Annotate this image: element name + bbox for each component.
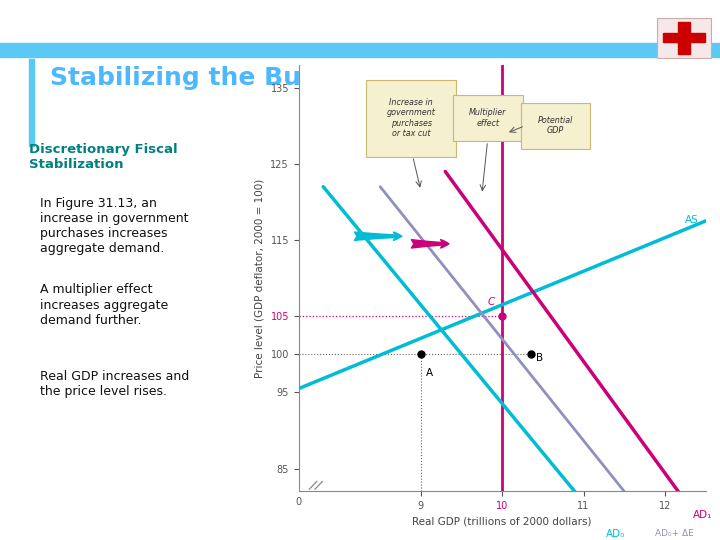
Bar [678, 22, 690, 54]
FancyBboxPatch shape [657, 18, 711, 58]
FancyBboxPatch shape [366, 80, 456, 157]
Text: AD₁: AD₁ [693, 510, 713, 521]
Text: Potential
GDP: Potential GDP [538, 116, 573, 136]
Text: In Figure 31.13, an
increase in government
purchases increases
aggregate demand.: In Figure 31.13, an increase in governme… [40, 197, 188, 255]
Text: AS: AS [685, 215, 699, 225]
Text: AD₀+ ΔE: AD₀+ ΔE [655, 530, 694, 538]
Text: A multiplier effect
increases aggregate
demand further.: A multiplier effect increases aggregate … [40, 284, 168, 327]
Text: Increase in
government
purchases
or tax cut: Increase in government purchases or tax … [387, 98, 436, 138]
Text: Stabilizing the Business Cycle: Stabilizing the Business Cycle [50, 66, 473, 90]
Text: Discretionary Fiscal
Stabilization: Discretionary Fiscal Stabilization [29, 143, 177, 171]
Text: B: B [536, 353, 544, 363]
FancyBboxPatch shape [521, 103, 590, 149]
FancyBboxPatch shape [454, 95, 523, 141]
Text: AD₀: AD₀ [606, 530, 626, 539]
Y-axis label: Price level (GDP deflator, 2000 = 100): Price level (GDP deflator, 2000 = 100) [255, 179, 265, 377]
X-axis label: Real GDP (trillions of 2000 dollars): Real GDP (trillions of 2000 dollars) [413, 517, 592, 526]
Bar [29, 59, 34, 146]
Bar [663, 33, 705, 42]
Bar [0, 43, 720, 57]
Text: Real GDP increases and
the price level rises.: Real GDP increases and the price level r… [40, 370, 189, 398]
Text: A: A [426, 368, 433, 378]
Text: 0: 0 [296, 497, 302, 508]
Text: Multiplier
effect: Multiplier effect [469, 109, 507, 128]
Text: C: C [487, 297, 495, 307]
